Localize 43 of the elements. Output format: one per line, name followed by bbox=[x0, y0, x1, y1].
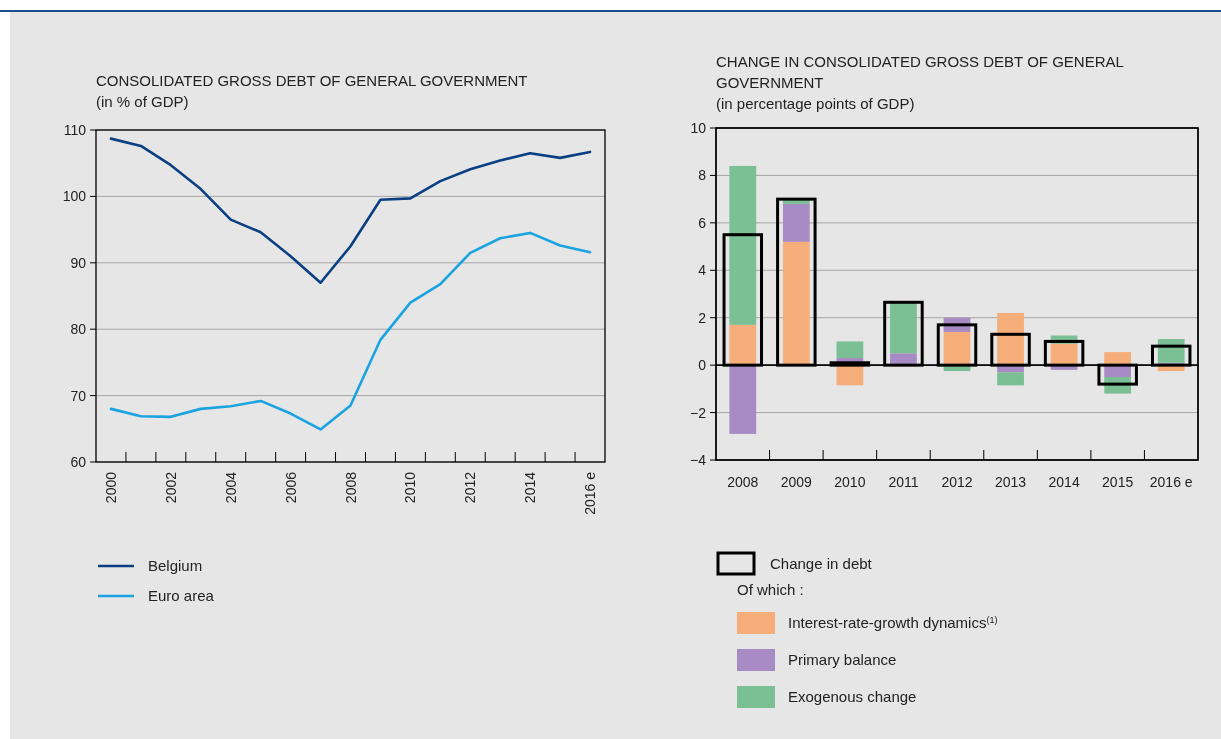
legend-label: Exogenous change bbox=[788, 688, 917, 705]
text: Of which : bbox=[737, 581, 804, 598]
y-tick-label: 6 bbox=[698, 214, 707, 231]
x-tick-label: 2008 bbox=[342, 471, 359, 504]
x-tick-label: 2015 bbox=[1102, 474, 1134, 490]
x-tick-label: 2002 bbox=[162, 471, 179, 504]
legend-label: Belgium bbox=[148, 557, 203, 574]
x-tick-label: 2000 bbox=[102, 471, 119, 504]
x-tick-label: 2014 bbox=[522, 471, 539, 504]
chart-title: CONSOLIDATED GROSS DEBT OF GENERAL GOVERNMENT bbox=[96, 72, 528, 89]
x-tick-label: 2014 bbox=[1048, 474, 1080, 490]
x-tick-label: 2004 bbox=[222, 471, 239, 504]
y-tick-label: 70 bbox=[70, 387, 87, 404]
x-tick-label: 2012 bbox=[941, 474, 973, 490]
y-tick-label: 2 bbox=[698, 309, 707, 326]
y-tick-label: 110 bbox=[63, 122, 87, 138]
y-tick-label: 4 bbox=[698, 262, 707, 279]
x-tick-label: 2006 bbox=[282, 471, 299, 504]
chart-subtitle: (in % of GDP) bbox=[96, 93, 189, 110]
legend-label: Primary balance bbox=[788, 651, 897, 668]
chart-title: CHANGE IN CONSOLIDATED GROSS DEBT OF GENERAL GOVERNMENT bbox=[716, 53, 1124, 91]
y-tick-label: 60 bbox=[70, 454, 87, 470]
x-tick-label: 2013 bbox=[994, 474, 1027, 490]
legend-label: Change in debt bbox=[770, 555, 873, 572]
y-tick-label: 80 bbox=[70, 321, 87, 338]
x-tick-label: 2010 bbox=[834, 474, 866, 490]
y-tick-label: 8 bbox=[698, 167, 707, 184]
x-tick-label: 2010 bbox=[402, 471, 419, 504]
x-tick-label: 2012 bbox=[462, 471, 479, 504]
x-tick-label: 2008 bbox=[727, 474, 759, 490]
x-tick-label: 2016 e bbox=[1149, 474, 1193, 490]
x-tick-label: 2009 bbox=[780, 474, 813, 490]
x-tick-label: 2011 bbox=[888, 474, 919, 490]
x-tick-label: 2016 e bbox=[582, 471, 599, 515]
chart-subtitle: (in percentage points of GDP) bbox=[716, 95, 915, 112]
y-tick-label: 100 bbox=[62, 188, 87, 205]
y-tick-label: 0 bbox=[698, 357, 707, 374]
y-tick-label: 90 bbox=[70, 254, 87, 271]
y-tick-label: 10 bbox=[690, 120, 707, 136]
y-tick-label: −4 bbox=[690, 452, 707, 468]
y-tick-label: −2 bbox=[690, 404, 707, 421]
legend-label: Euro area bbox=[148, 587, 215, 604]
legend-label: Interest-rate-growth dynamics$^{(1)}$ bbox=[788, 614, 998, 631]
